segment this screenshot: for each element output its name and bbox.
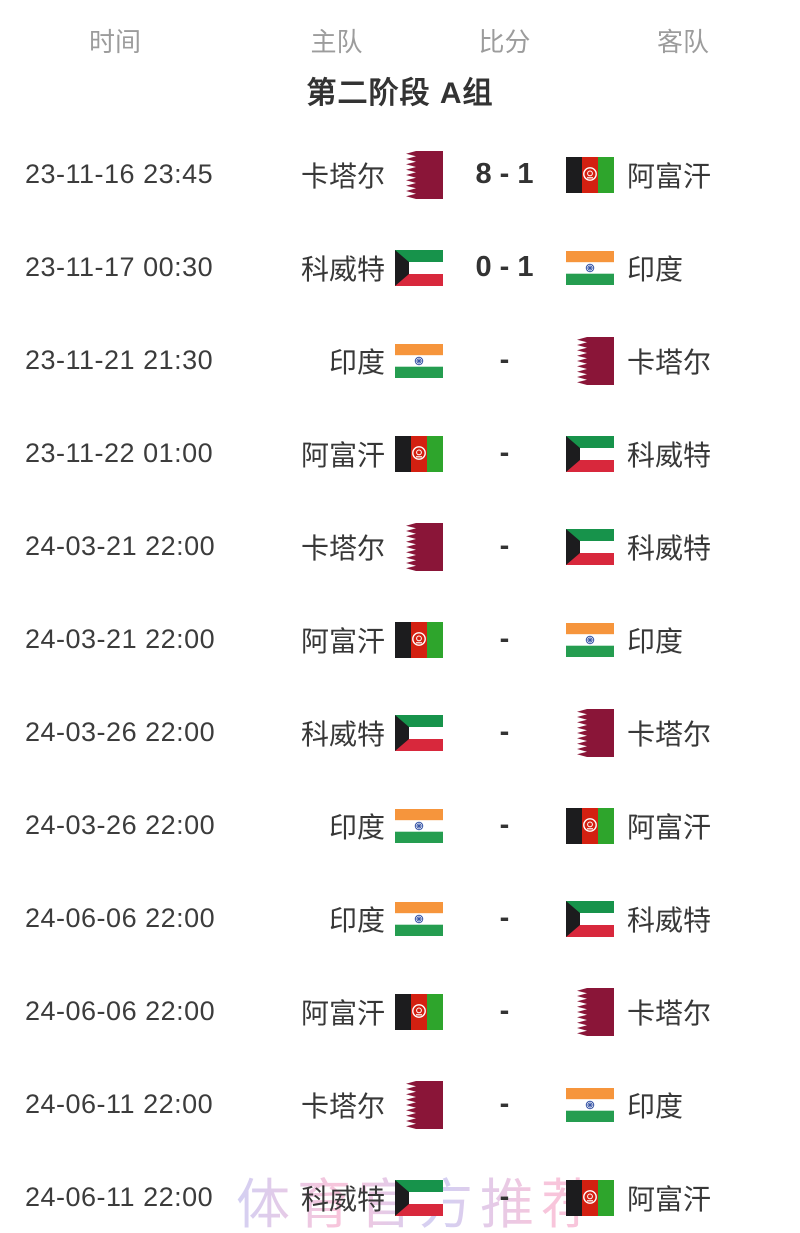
score: - (499, 716, 510, 748)
away-team-name: 阿富汗 (627, 160, 712, 192)
column-header-score: 比分 (478, 26, 531, 57)
home-team-name: 阿富汗 (300, 997, 385, 1029)
score: - (499, 809, 510, 841)
qatar-flag-icon (395, 1080, 443, 1129)
kuwait-flag-icon (395, 249, 443, 286)
match-row[interactable]: 24-06-06 22:00 印度 - 科威特 (0, 872, 800, 965)
qatar-flag-icon (395, 522, 443, 571)
match-time: 23-11-16 23:45 (25, 159, 214, 189)
table-header-row: 时间 主队 比分 客队 (0, 12, 800, 68)
score: - (499, 437, 510, 469)
home-team-name: 印度 (328, 346, 385, 378)
column-header-time: 时间 (88, 26, 141, 57)
home-team-name: 阿富汗 (300, 439, 385, 471)
score: 0 - 1 (475, 251, 534, 283)
india-flag-icon (566, 622, 614, 657)
home-team-name: 阿富汗 (300, 625, 385, 657)
match-row[interactable]: 24-03-26 22:00 科威特 - 卡塔尔 (0, 686, 800, 779)
score: - (499, 530, 510, 562)
match-row[interactable]: 23-11-22 01:00 阿富汗 - 科威特 (0, 407, 800, 500)
match-row[interactable]: 24-03-21 22:00 卡塔尔 - 科威特 (0, 500, 800, 593)
kuwait-flag-icon (566, 435, 614, 472)
score: - (499, 344, 510, 376)
away-team-name: 科威特 (627, 904, 712, 936)
away-team-name: 卡塔尔 (627, 346, 712, 378)
match-row[interactable]: 23-11-16 23:45 卡塔尔 8 - 1 阿富汗 (0, 128, 800, 221)
column-header-home: 主队 (310, 26, 363, 57)
qatar-flag-icon (395, 150, 443, 199)
away-team-name: 印度 (627, 1090, 684, 1122)
away-team-name: 阿富汗 (627, 811, 712, 843)
match-time: 23-11-21 21:30 (25, 345, 214, 375)
away-team-name: 卡塔尔 (627, 718, 712, 750)
home-team-name: 卡塔尔 (300, 532, 385, 564)
afghanistan-flag-icon (566, 156, 614, 193)
afghanistan-flag-icon (395, 993, 443, 1030)
india-flag-icon (566, 250, 614, 285)
away-team-name: 科威特 (627, 532, 712, 564)
match-row[interactable]: 24-06-06 22:00 阿富汗 - 卡塔尔 (0, 965, 800, 1058)
home-team-name: 卡塔尔 (300, 160, 385, 192)
match-row[interactable]: 24-06-11 22:00 科威特 - 阿富汗 (0, 1151, 800, 1233)
kuwait-flag-icon (566, 528, 614, 565)
match-time: 24-06-11 22:00 (25, 1089, 214, 1119)
home-team-name: 印度 (328, 904, 385, 936)
match-time: 24-06-11 22:00 (25, 1182, 214, 1212)
afghanistan-flag-icon (395, 435, 443, 472)
match-time: 24-03-21 22:00 (25, 531, 216, 561)
match-time: 24-03-21 22:00 (25, 624, 216, 654)
kuwait-flag-icon (395, 1179, 443, 1216)
afghanistan-flag-icon (566, 1179, 614, 1216)
home-team-name: 科威特 (300, 718, 385, 750)
score: - (499, 1088, 510, 1120)
home-team-name: 科威特 (300, 253, 385, 285)
match-row[interactable]: 23-11-17 00:30 科威特 0 - 1 印度 (0, 221, 800, 314)
qatar-flag-icon (566, 336, 614, 385)
score: 8 - 1 (475, 158, 534, 190)
match-time: 23-11-17 00:30 (25, 252, 214, 282)
away-team-name: 印度 (627, 625, 684, 657)
away-team-name: 卡塔尔 (627, 997, 712, 1029)
india-flag-icon (566, 1087, 614, 1122)
score: - (499, 1181, 510, 1213)
afghanistan-flag-icon (566, 807, 614, 844)
match-time: 24-03-26 22:00 (25, 810, 216, 840)
away-team-name: 阿富汗 (627, 1183, 712, 1215)
qatar-flag-icon (566, 987, 614, 1036)
match-row[interactable]: 24-03-21 22:00 阿富汗 - 印度 (0, 593, 800, 686)
column-header-away: 客队 (656, 26, 709, 57)
qatar-flag-icon (566, 708, 614, 757)
match-time: 23-11-22 01:00 (25, 438, 214, 468)
stage-group-title: 第二阶段 A组 (306, 77, 494, 110)
match-time: 24-03-26 22:00 (25, 717, 216, 747)
kuwait-flag-icon (395, 714, 443, 751)
match-row[interactable]: 24-06-11 22:00 卡塔尔 - 印度 (0, 1058, 800, 1151)
home-team-name: 卡塔尔 (300, 1090, 385, 1122)
away-team-name: 科威特 (627, 439, 712, 471)
match-list: 23-11-16 23:45 卡塔尔 8 - 1 阿富汗 23-11-17 00… (0, 128, 800, 1233)
match-time: 24-06-06 22:00 (25, 903, 216, 933)
match-row[interactable]: 23-11-21 21:30 印度 - 卡塔尔 (0, 314, 800, 407)
india-flag-icon (395, 901, 443, 936)
match-time: 24-06-06 22:00 (25, 996, 216, 1026)
afghanistan-flag-icon (395, 621, 443, 658)
score: - (499, 623, 510, 655)
india-flag-icon (395, 808, 443, 843)
match-row[interactable]: 24-03-26 22:00 印度 - 阿富汗 (0, 779, 800, 872)
score: - (499, 995, 510, 1027)
home-team-name: 科威特 (300, 1183, 385, 1215)
home-team-name: 印度 (328, 811, 385, 843)
india-flag-icon (395, 343, 443, 378)
kuwait-flag-icon (566, 900, 614, 937)
away-team-name: 印度 (627, 253, 684, 285)
score: - (499, 902, 510, 934)
